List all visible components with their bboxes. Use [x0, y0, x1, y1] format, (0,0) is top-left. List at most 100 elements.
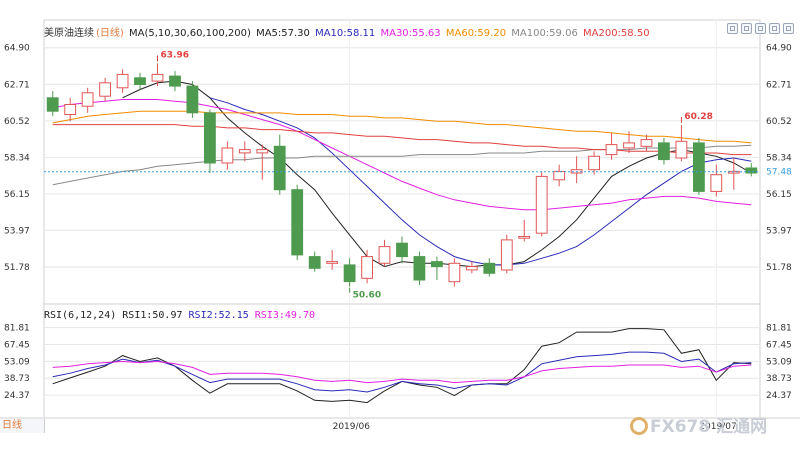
- rsi-line-rsi2: [52, 351, 752, 393]
- candle-body: [116, 73, 129, 89]
- rsi-tick-label-right: 53.09: [766, 357, 792, 367]
- time-axis-label: 2019/06: [333, 422, 371, 432]
- candle-body: [500, 239, 513, 271]
- price-tick-label-left: 58.34: [4, 153, 30, 163]
- rsi-tick-label-right: 81.81: [766, 324, 792, 334]
- last-price-label: 57.48: [766, 168, 792, 178]
- period-label: (日线): [96, 28, 124, 39]
- candle-body: [465, 266, 478, 271]
- watermark-text: FX678 汇通网: [650, 417, 768, 437]
- candle-body: [431, 261, 443, 268]
- rsi1-value: RSI1:50.97: [122, 310, 183, 321]
- price-tick-label-left: 60.52: [4, 117, 30, 127]
- rsi-params: RSI(6,12,24): [44, 310, 117, 321]
- zoom-in-icon[interactable]: [727, 23, 738, 34]
- candle-body: [221, 147, 234, 164]
- candle-body: [396, 242, 408, 258]
- candle-body: [448, 262, 461, 283]
- fullscreen-icon[interactable]: [783, 23, 794, 34]
- zoom-out-icon[interactable]: [741, 23, 752, 34]
- ma-line-ma200: [52, 124, 752, 156]
- ma-line-ma100: [52, 144, 752, 186]
- period-tab-daily[interactable]: 日线: [0, 419, 45, 433]
- candle-body: [134, 77, 146, 86]
- time-axis-label: 2019/07: [699, 422, 736, 432]
- price-tick-label-right: 60.52: [766, 117, 792, 127]
- ma5-value: MA5:57.30: [256, 28, 310, 39]
- ma-line-ma30: [52, 99, 752, 211]
- candle-body: [308, 256, 321, 269]
- candle-body: [46, 97, 59, 112]
- candle-body: [588, 155, 601, 171]
- annotation-high-label: 63.96: [161, 50, 189, 60]
- rsi3-value: RSI3:49.70: [254, 310, 315, 321]
- price-tick-label-right: 62.71: [766, 80, 792, 90]
- ma60-value: MA60:59.20: [445, 28, 507, 39]
- price-tick-label-left: 51.78: [4, 263, 30, 273]
- candle-body: [256, 149, 269, 154]
- ma30-value: MA30:55.63: [380, 28, 441, 39]
- price-tick-label-right: 51.78: [766, 263, 792, 273]
- candle-body: [81, 92, 94, 107]
- rsi-tick-label-left: 81.81: [4, 324, 30, 334]
- ma10-value: MA10:58.11: [315, 28, 376, 39]
- price-tick-label-right: 53.97: [766, 226, 792, 236]
- rsi-tick-label-left: 67.45: [4, 340, 30, 350]
- rsi2-value: RSI2:52.15: [188, 310, 249, 321]
- ma-line-ma10: [209, 97, 752, 266]
- ma200-value: MA200:58.50: [583, 28, 650, 39]
- candle-body: [291, 189, 304, 256]
- candle-body: [64, 104, 77, 115]
- price-tick-label-right: 64.90: [766, 44, 792, 54]
- price-tick-label-right: 58.34: [766, 153, 792, 163]
- candle-body: [535, 175, 548, 234]
- rsi-tick-label-right: 38.73: [766, 374, 792, 384]
- price-tick-label-left: 62.71: [4, 80, 30, 90]
- annotation-high-label: 60.28: [684, 112, 712, 122]
- ma-params: MA(5,10,30,60,100,200): [129, 28, 251, 39]
- symbol-name: 美原油连续: [44, 28, 94, 39]
- pan-right-icon[interactable]: [769, 23, 780, 34]
- price-tick-label-left: 53.97: [4, 226, 30, 236]
- candle-body: [99, 82, 111, 97]
- candle-body: [326, 261, 339, 264]
- candle-body: [518, 236, 531, 239]
- ma-line-ma5: [122, 80, 752, 268]
- candle-body: [361, 256, 374, 279]
- candle-body: [675, 140, 688, 159]
- chart-toolbar: [727, 23, 794, 34]
- candle-body: [169, 75, 181, 87]
- candle-body: [204, 112, 216, 164]
- fx678-watermark: FX678 汇通网: [630, 412, 767, 437]
- candle-body: [483, 262, 496, 274]
- price-tick-label-right: 56.15: [766, 190, 792, 200]
- candle-body: [640, 139, 653, 147]
- rsi-tick-label-left: 24.37: [4, 391, 30, 401]
- candle-body: [186, 85, 199, 114]
- rsi-tick-label-left: 38.73: [4, 374, 30, 384]
- candle-body: [553, 170, 566, 181]
- candle-body: [151, 73, 164, 82]
- plot-frame: [43, 19, 761, 419]
- candle-body: [605, 144, 618, 156]
- rsi-header: RSI(6,12,24) RSI1:50.97 RSI2:52.15 RSI3:…: [44, 310, 315, 321]
- candle-body: [658, 142, 670, 161]
- candle-body: [273, 145, 286, 191]
- candle-body: [413, 256, 426, 281]
- price-tick-label-left: 64.90: [4, 44, 30, 54]
- rsi-line-rsi3: [52, 360, 752, 384]
- price-header: 美原油连续 (日线) MA(5,10,30,60,100,200) MA5:57.…: [44, 24, 652, 39]
- candle-body: [710, 174, 723, 192]
- pan-left-icon[interactable]: [755, 23, 766, 34]
- rsi-tick-label-left: 53.09: [4, 357, 30, 367]
- price-tick-label-left: 56.15: [4, 190, 30, 200]
- candle-body: [693, 142, 705, 192]
- ma-line-ma60: [52, 110, 752, 144]
- rsi-tick-label-right: 24.37: [766, 391, 792, 401]
- fx678-logo-icon: [630, 417, 648, 435]
- candle-body: [378, 246, 391, 264]
- rsi-tick-label-right: 67.45: [766, 340, 792, 350]
- candle-body: [745, 167, 758, 174]
- candle-body: [623, 142, 635, 149]
